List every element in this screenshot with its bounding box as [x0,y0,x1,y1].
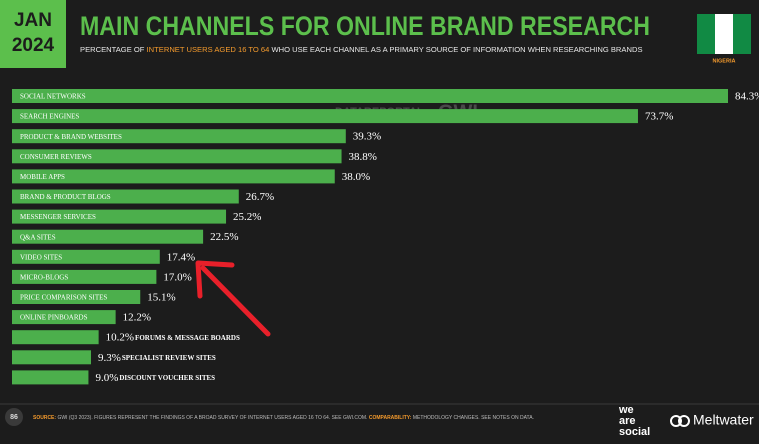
category-label: BRAND & PRODUCT BLOGS [20,193,111,201]
subtitle: PERCENTAGE OF INTERNET USERS AGED 16 TO … [80,45,643,54]
category-label: PRODUCT & BRAND WEBSITES [20,133,122,141]
bar [12,269,157,284]
year: 2024 [12,35,55,56]
logo-ring [670,415,682,427]
source-text: GWI (Q3 2023). FIGURES REPRESENT THE FIN… [57,415,367,421]
arrow-head [195,260,235,299]
bar [12,290,141,304]
source: SOURCE: GWI (Q3 2023). FIGURES REPRESENT… [33,415,534,421]
category-label: MOBILE APPS [20,173,65,181]
comparability-text: METHODOLOGY CHANGES. SEE NOTES ON DATA. [413,415,534,421]
value-label: 38.0% [342,171,370,183]
value-label: 17.4% [167,251,195,263]
category-label: SPECIALIST REVIEW SITES [122,354,216,362]
category-label: FORUMS & MESSAGE BOARDS [135,334,240,342]
flag-stripe [715,14,733,54]
bar [12,89,728,103]
value-label: 84.3% [735,91,759,103]
category-label: ONLINE PINBOARDS [20,314,88,322]
page-number: 86 [10,414,18,421]
page-badge [5,408,23,426]
bar [12,189,239,204]
source-label: SOURCE: [33,415,56,421]
category-label: MESSENGER SERVICES [20,213,96,221]
subtitle-text: WHO USE EACH CHANNEL AS A PRIMARY SOURCE… [271,45,642,54]
category-label: MICRO-BLOGS [20,274,68,282]
category-label: VIDEO SITES [20,253,62,261]
bar [12,310,116,325]
category-label: SOCIAL NETWORKS [20,93,86,101]
value-label: 15.1% [147,292,175,304]
category-label: DISCOUNT VOUCHER SITES [119,374,215,382]
arrow-shaft [200,265,271,337]
value-label: 17.0% [163,271,191,283]
comparability-label: COMPARABILITY: [369,415,412,421]
bar [12,209,227,224]
brand-word: we [618,404,634,416]
subtitle-text: PERCENTAGE OF [80,45,145,54]
value-label: 9.3% [98,352,121,364]
value-label: 38.8% [349,151,377,163]
bar [12,370,89,385]
value-label: 10.2% [106,332,134,344]
bar [12,109,638,124]
brand-word: are [619,415,636,427]
bar [12,229,204,244]
value-label: 39.3% [353,131,381,143]
country: NIGERIA [713,58,736,64]
bar [12,330,99,345]
value-label: 73.7% [645,111,673,123]
bar [12,169,335,184]
bar [12,249,160,264]
bar [12,129,346,144]
bar-chart: 84.3% SOCIAL NETWORKS 73.7% SEARCH ENGINES 3… [12,89,759,385]
brand-word: social [619,426,650,438]
arrow-annotation [195,260,271,337]
subtitle-highlight: INTERNET USERS AGED 16 TO 64 [147,45,270,54]
logo-ring [678,415,690,427]
flag-stripe [733,14,751,54]
value-label: 12.2% [123,312,151,324]
category-label: Q&A SITES [20,233,56,241]
month: JAN [14,10,52,31]
value-label: 25.2% [233,211,261,223]
value-label: 22.5% [210,231,238,243]
bar [12,149,342,164]
value-label: 9.0% [95,372,118,384]
category-label: CONSUMER REVIEWS [20,153,92,161]
bar [12,350,91,365]
category-label: SEARCH ENGINES [20,113,79,121]
brand2: Meltwater [693,412,754,428]
title: MAIN CHANNELS FOR ONLINE BRAND RESEARCH [80,11,650,41]
flag-stripe [697,14,715,54]
date-badge [0,0,66,68]
value-label: 26.7% [246,191,274,203]
category-label: PRICE COMPARISON SITES [20,294,107,302]
